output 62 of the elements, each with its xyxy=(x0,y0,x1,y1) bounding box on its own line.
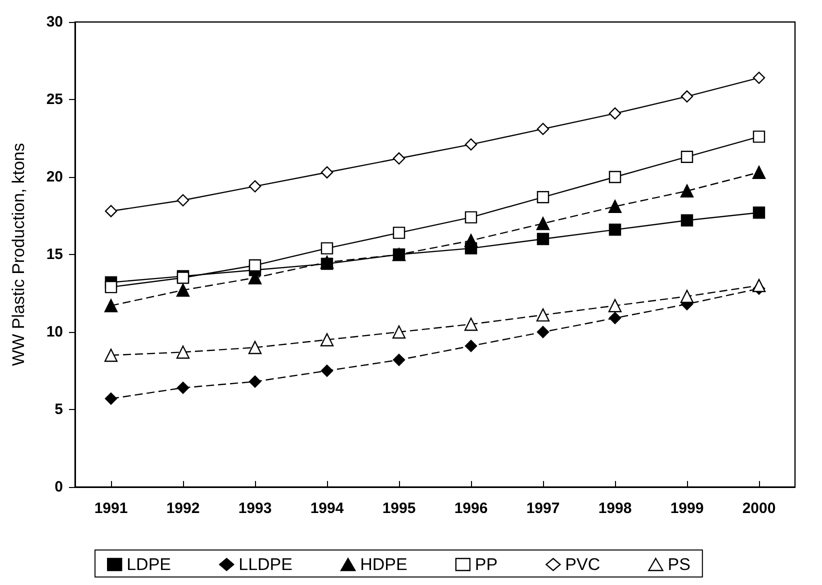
point xyxy=(104,348,118,362)
point xyxy=(680,184,694,198)
point xyxy=(104,280,118,294)
point xyxy=(752,130,766,143)
point xyxy=(680,214,694,226)
point xyxy=(176,382,190,394)
legend-label: HDPE xyxy=(360,555,408,574)
y-axis-title: WW Plastic Production, ktons xyxy=(9,143,28,366)
x-tick-label: 1998 xyxy=(598,500,632,517)
point xyxy=(176,284,190,297)
y-tick-label: 0 xyxy=(54,478,63,496)
point xyxy=(176,346,190,359)
x-tick-label: 1993 xyxy=(238,500,272,517)
legend-label: PS xyxy=(668,555,690,574)
y-tick-label: 20 xyxy=(46,168,63,186)
point xyxy=(248,376,262,388)
point xyxy=(464,318,478,331)
point xyxy=(608,312,622,324)
point xyxy=(392,226,406,239)
point xyxy=(608,224,622,236)
x-tick-label: 1995 xyxy=(382,500,416,517)
x-tick-label: 1994 xyxy=(310,500,344,517)
x-tick-label: 1996 xyxy=(454,500,488,517)
point xyxy=(752,278,766,292)
point xyxy=(536,191,550,204)
point xyxy=(104,299,118,312)
y-tick-label: 30 xyxy=(46,14,63,30)
point xyxy=(320,364,334,377)
point xyxy=(392,325,406,339)
x-tick-label: 1997 xyxy=(526,500,560,517)
legend-label: LLDPE xyxy=(238,555,292,574)
legend-label: LDPE xyxy=(126,555,172,574)
legend-label: PVC xyxy=(565,555,600,574)
point xyxy=(536,326,550,338)
point xyxy=(536,216,550,230)
point xyxy=(680,290,694,303)
point xyxy=(392,354,406,366)
point xyxy=(608,299,622,312)
point xyxy=(464,234,478,248)
point xyxy=(464,340,478,352)
x-tick-label: 1999 xyxy=(670,500,704,517)
x-tick-label: 2000 xyxy=(742,500,776,517)
point xyxy=(752,166,766,179)
x-tick-label: 1992 xyxy=(166,500,200,517)
legend-label: PP xyxy=(474,555,498,574)
point xyxy=(752,206,766,219)
point xyxy=(608,200,622,214)
point xyxy=(536,308,550,322)
x-tick-label: 1991 xyxy=(94,500,128,517)
point xyxy=(464,211,478,224)
point xyxy=(608,170,622,184)
y-tick-label: 15 xyxy=(46,246,63,263)
point xyxy=(320,242,334,254)
point xyxy=(248,340,262,354)
point xyxy=(248,259,262,272)
y-tick-label: 10 xyxy=(46,324,63,340)
point xyxy=(680,150,694,163)
y-tick-label: 5 xyxy=(54,401,63,418)
point xyxy=(104,392,118,405)
point xyxy=(536,232,550,246)
y-tick-label: 25 xyxy=(46,91,63,108)
point xyxy=(320,333,334,346)
